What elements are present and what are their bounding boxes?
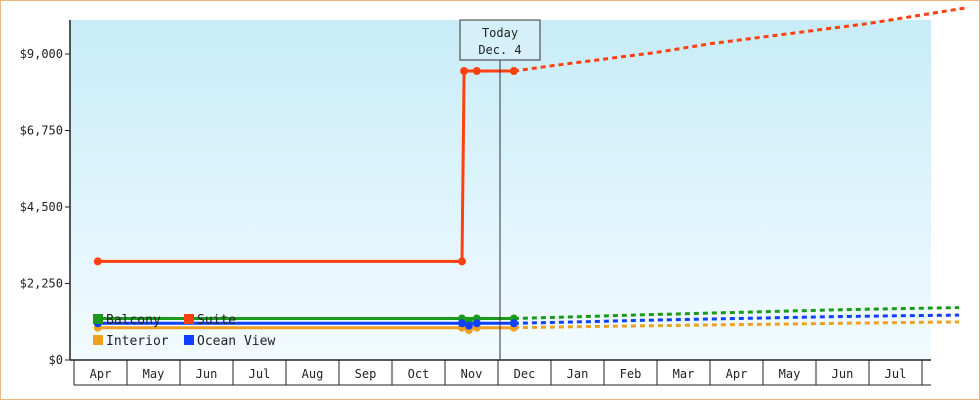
x-tick-label: Mar: [673, 367, 695, 381]
x-tick-label: Jul: [249, 367, 271, 381]
y-tick-label: $2,250: [20, 277, 63, 291]
data-point-ocean-view[interactable]: [509, 319, 518, 328]
legend-swatch-ocean-view: [184, 335, 194, 345]
legend-label-balcony: Balcony: [106, 313, 161, 328]
series-forecast-interior: [513, 320, 960, 330]
today-callout-box: [459, 19, 541, 61]
legend-swatch-balcony: [93, 314, 103, 324]
x-tick-label: Nov: [461, 367, 483, 381]
legend-label-interior: Interior: [106, 334, 169, 349]
y-tick-label: $0: [49, 353, 63, 367]
x-tick-label: Sep: [355, 367, 377, 381]
legend-item-suite[interactable]: Suite: [184, 313, 236, 328]
x-tick-label: May: [779, 367, 801, 381]
data-point-suite[interactable]: [457, 257, 466, 266]
legend: Balcony Suite Interior Ocean View: [93, 313, 275, 349]
series-forecast-suite: [513, 6, 965, 73]
x-tick-label: Jun: [196, 367, 218, 381]
y-axis: $0 $2,250 $4,500 $6,750 $9,000: [20, 47, 70, 367]
today-callout-line1: Today: [482, 26, 518, 40]
x-tick-label: Dec: [514, 367, 536, 381]
x-tick-label: Jun: [832, 367, 854, 381]
y-tick-label: $6,750: [20, 124, 63, 138]
legend-item-ocean-view[interactable]: Ocean View: [184, 334, 275, 349]
x-axis: Apr May Jun Jul Aug Sep Oct Nov Dec Jan Feb Mar Apr M…: [73, 360, 931, 386]
x-tick-label: Apr: [90, 367, 112, 381]
data-point-ocean-view[interactable]: [457, 319, 466, 328]
legend-label-suite: Suite: [197, 313, 236, 328]
legend-swatch-suite: [184, 314, 194, 324]
today-marker: Today Dec. 4: [459, 19, 541, 360]
data-point-suite[interactable]: [460, 67, 469, 75]
data-point-suite[interactable]: [509, 67, 518, 75]
data-point-suite[interactable]: [472, 67, 481, 75]
data-point-suite[interactable]: [93, 257, 102, 266]
x-tick-label: Apr: [726, 367, 748, 381]
x-tick-label: Jul: [885, 367, 907, 381]
legend-item-balcony[interactable]: Balcony: [93, 313, 161, 328]
x-tick-label: Feb: [620, 367, 642, 381]
legend-swatch-interior: [93, 335, 103, 345]
y-tick-label: $4,500: [20, 200, 63, 214]
today-callout-line2: Dec. 4: [478, 43, 521, 57]
x-tick-label: Jan: [567, 367, 589, 381]
data-point-ocean-view[interactable]: [472, 319, 481, 328]
x-tick-label: Aug: [302, 367, 324, 381]
y-tick-label: $9,000: [20, 47, 63, 61]
legend-label-ocean-view: Ocean View: [197, 334, 275, 349]
x-tick-label: Oct: [408, 367, 430, 381]
series-forecast-balcony: [513, 306, 960, 320]
legend-item-interior[interactable]: Interior: [93, 334, 169, 349]
x-tick-label: May: [143, 367, 165, 381]
data-point-ocean-view[interactable]: [464, 321, 473, 330]
series-forecast-ocean-view: [513, 313, 960, 325]
